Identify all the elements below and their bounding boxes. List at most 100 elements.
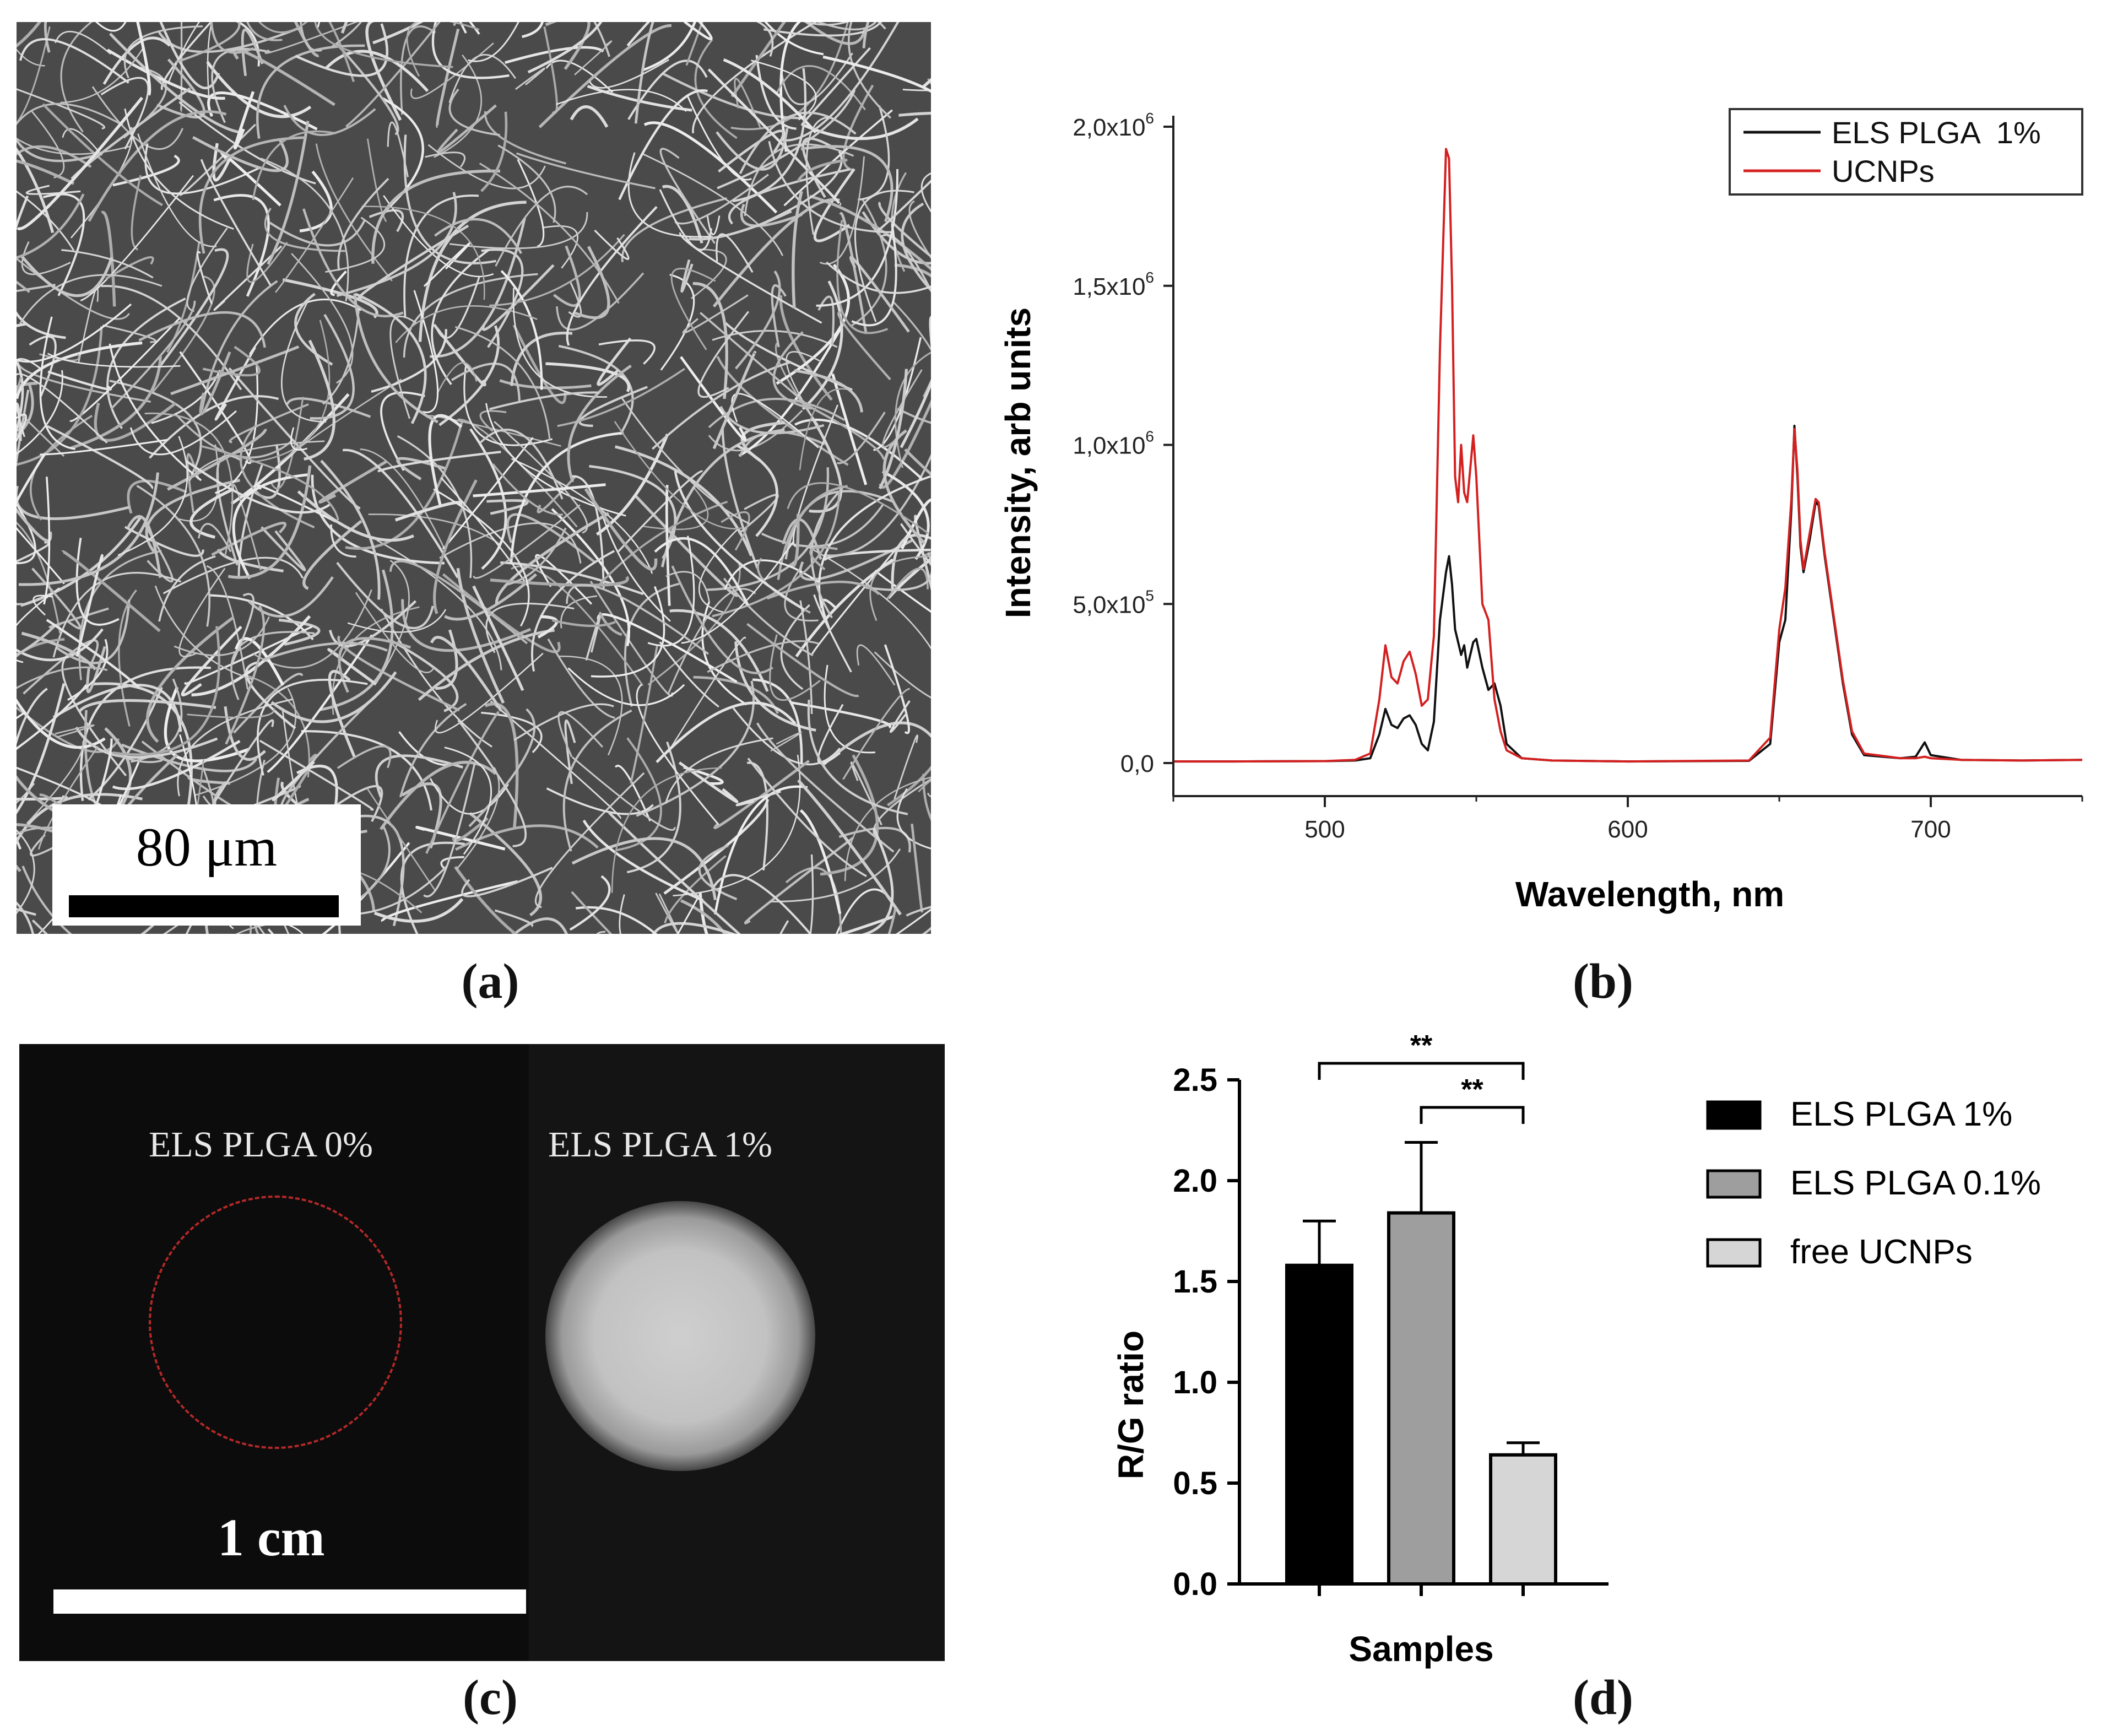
fiber-strand — [246, 22, 283, 41]
ratio-y-tick-label: 1.5 — [1173, 1264, 1217, 1300]
fiber-strand — [516, 152, 656, 190]
fiber-strand — [109, 33, 239, 133]
fiber-strand — [112, 740, 241, 791]
fiber-strand — [495, 186, 588, 267]
fiber-strand — [39, 353, 80, 361]
fiber-strand — [665, 737, 773, 804]
fiber-strand — [375, 560, 410, 684]
fiber-strand — [42, 103, 163, 207]
fiber-strand — [91, 682, 193, 805]
fiber-strand — [46, 619, 140, 689]
fiber-strand — [679, 232, 822, 324]
fiber-strand — [440, 477, 529, 588]
fiber-strand — [17, 137, 101, 163]
fiber-strand — [55, 724, 95, 738]
fiber-strand — [17, 688, 48, 745]
fiber-strand — [228, 465, 312, 579]
fiber-strand — [848, 22, 892, 119]
fiber-strand — [247, 576, 334, 618]
fiber-strand — [562, 709, 632, 852]
fiber-strand — [780, 604, 810, 690]
fiber-strand — [448, 88, 500, 136]
fiber-strand — [891, 533, 931, 594]
fiber-strand — [17, 145, 92, 168]
fiber-strand — [129, 410, 237, 456]
fiber-strand — [55, 599, 131, 664]
fiber-strand — [837, 311, 891, 381]
fiber-strand — [192, 136, 289, 172]
fiber-strand — [734, 78, 762, 129]
fiber-strand — [589, 59, 670, 89]
fiber-strand — [109, 380, 202, 476]
fiber-strand — [566, 206, 658, 346]
fiber-strand — [361, 205, 485, 300]
fiber-strand — [47, 370, 112, 391]
fiber-strand — [744, 836, 854, 924]
fiber-strand — [164, 686, 250, 762]
fiber-strand — [423, 762, 476, 897]
fiber-strand — [207, 91, 318, 131]
fiber-strand — [21, 631, 97, 670]
fiber-strand — [452, 817, 489, 842]
fiber-strand — [17, 836, 22, 850]
fiber-strand — [732, 68, 807, 203]
fiber-strand — [790, 701, 891, 729]
fiber-strand — [787, 482, 929, 534]
fiber-strand — [17, 795, 68, 801]
sem-image: 80 μm — [17, 22, 931, 934]
fiber-strand — [435, 652, 544, 734]
fiber-strand — [297, 490, 414, 542]
fiber-strand — [597, 500, 728, 587]
spectrum-chart: 0,0 5,0x105 1,0x106 1,5x106 2,0x106 500 600 700… — [998, 108, 2083, 914]
fiber-strand — [380, 608, 492, 748]
fiber-strand — [799, 388, 851, 470]
fiber-strand — [198, 523, 232, 553]
fiber-strand — [103, 748, 163, 764]
fiber-strand — [671, 565, 773, 674]
fiber-strand — [442, 437, 534, 549]
fiber-strand — [17, 823, 63, 873]
fiber-strand — [660, 274, 695, 371]
fiber-strand — [571, 837, 717, 900]
fiber-strand — [670, 268, 716, 350]
fiber-strand — [454, 326, 551, 441]
spectrum-y-tick-label: 1,5x106 — [1073, 269, 1154, 300]
fiber-strand — [338, 907, 341, 934]
fiber-strand — [485, 403, 626, 517]
fiber-strand — [338, 637, 411, 693]
fiber-strand — [267, 634, 373, 774]
fiber-strand — [911, 824, 923, 913]
fiber-strand — [698, 528, 739, 613]
fiber-strand — [320, 459, 381, 600]
fiber-strand — [822, 55, 931, 93]
fiber-strand — [784, 565, 819, 622]
fiber-strand — [618, 470, 703, 553]
fiber-strand — [621, 197, 727, 263]
fiber-strand — [158, 26, 301, 53]
fiber-strand — [315, 143, 393, 282]
fiber-strand — [716, 233, 754, 273]
fiber-strand — [805, 116, 830, 235]
fiber-strand — [643, 486, 709, 531]
fiber-strand — [380, 760, 497, 830]
fiber-strand — [430, 636, 503, 712]
fiber-strand — [230, 593, 255, 665]
fiber-strand — [17, 413, 27, 442]
fiber-strand — [839, 212, 868, 334]
fiber-strand — [486, 499, 529, 515]
fiber-strand — [267, 121, 310, 265]
fiber-strand — [137, 133, 217, 247]
fiber-strand — [314, 22, 453, 68]
fiber-strand — [489, 234, 625, 307]
fiber-strand — [425, 152, 466, 168]
fiber-strand — [618, 89, 708, 201]
fiber-strand — [301, 730, 432, 811]
fiber-texture — [17, 22, 931, 934]
fiber-strand — [721, 511, 750, 551]
fiber-strand — [473, 483, 606, 497]
fiber-strand — [598, 612, 622, 636]
fiber-strand — [652, 922, 737, 934]
fiber-strand — [270, 671, 397, 723]
ratio-chart: 0.0 0.5 1.0 1.5 2.0 2.5 ** ** Samples R/G rati… — [1111, 1030, 2041, 1669]
fiber-strand — [435, 629, 458, 690]
